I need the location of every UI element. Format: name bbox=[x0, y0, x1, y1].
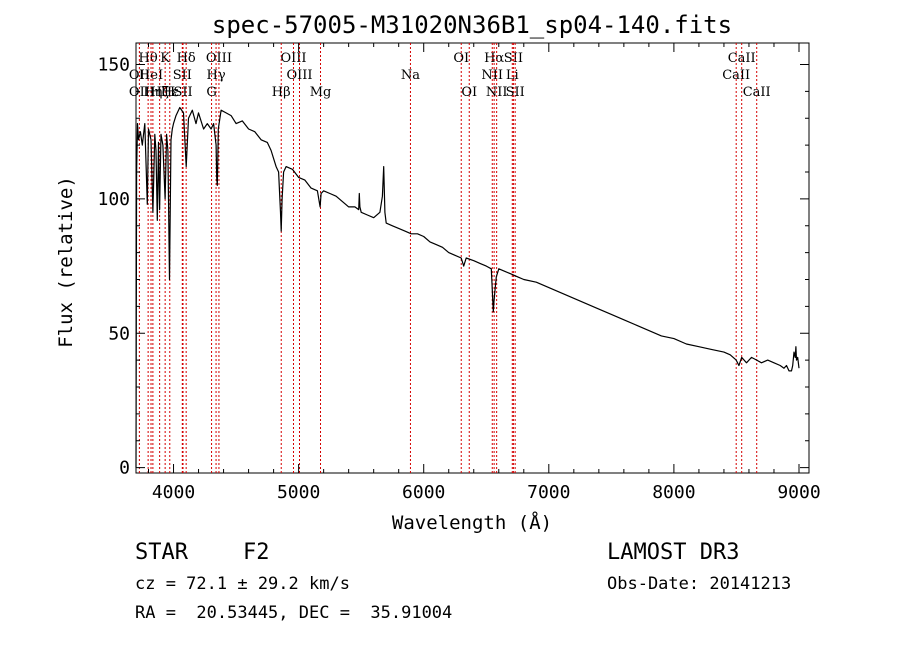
line-label-13: Hγ bbox=[207, 68, 226, 83]
line-label-3: HeI bbox=[139, 68, 163, 83]
line-label-22: Hα bbox=[484, 51, 504, 66]
x-tick-label-3: 7000 bbox=[527, 482, 570, 503]
y-tick-label-0: 0 bbox=[119, 458, 130, 479]
line-label-14: G bbox=[206, 85, 216, 100]
line-label-23: SII bbox=[504, 51, 523, 66]
line-label-11: SII bbox=[173, 85, 192, 100]
line-label-20: OI bbox=[453, 51, 469, 66]
object-class: STAR bbox=[135, 540, 188, 565]
line-label-26: NII bbox=[486, 85, 508, 100]
line-label-1: OII bbox=[129, 68, 150, 83]
line-label-9: H bbox=[164, 85, 175, 100]
plot-frame bbox=[135, 42, 810, 474]
y-axis-label: Flux (relative) bbox=[55, 176, 77, 348]
line-label-2: OII bbox=[129, 85, 150, 100]
line-label-28: CaII bbox=[728, 51, 756, 66]
x-tick-label-2: 6000 bbox=[402, 482, 445, 503]
redshift-velocity: cz = 72.1 ± 29.2 km/s bbox=[135, 574, 350, 594]
y-tick-label-1: 50 bbox=[108, 323, 130, 344]
observation-date: Obs-Date: 20141213 bbox=[607, 574, 792, 594]
line-label-29: CaII bbox=[722, 68, 750, 83]
line-label-27: SII bbox=[506, 85, 525, 100]
x-tick-label-0: 4000 bbox=[152, 482, 195, 503]
line-label-10: Hδ bbox=[177, 51, 196, 66]
line-label-17: Hβ bbox=[272, 85, 291, 100]
chart-title: spec-57005-M31020N36B1_sp04-140.fits bbox=[212, 11, 732, 39]
line-label-30: CaII bbox=[743, 85, 771, 100]
line-label-8: Hε bbox=[161, 85, 179, 100]
y-tick-label-2: 100 bbox=[97, 189, 130, 210]
y-tick-label-3: 150 bbox=[97, 55, 130, 76]
line-label-24: NII bbox=[481, 68, 503, 83]
x-axis-label: Wavelength (Å) bbox=[392, 511, 552, 534]
spectrum-line bbox=[135, 106, 800, 468]
coordinates: RA = 20.53445, DEC = 35.91004 bbox=[135, 603, 453, 623]
line-label-15: OIII bbox=[280, 51, 306, 66]
x-tick-label-5: 9000 bbox=[777, 482, 820, 503]
line-label-0: Hθ bbox=[139, 51, 158, 66]
object-subclass: F2 bbox=[243, 540, 270, 565]
line-label-5: Hζ bbox=[150, 85, 168, 100]
line-label-16: OIII bbox=[286, 68, 312, 83]
line-label-25: Li bbox=[506, 68, 519, 83]
line-label-19: Na bbox=[401, 68, 420, 83]
x-tick-label-1: 5000 bbox=[277, 482, 320, 503]
line-label-18: Mg bbox=[310, 85, 332, 100]
line-label-4: Hη bbox=[143, 85, 162, 100]
line-label-12: OIII bbox=[206, 51, 232, 66]
line-label-21: OI bbox=[461, 85, 477, 100]
line-label-7: SII bbox=[173, 68, 192, 83]
survey-label: LAMOST DR3 bbox=[607, 540, 740, 565]
line-label-6: K bbox=[160, 51, 170, 66]
x-tick-label-4: 8000 bbox=[652, 482, 695, 503]
